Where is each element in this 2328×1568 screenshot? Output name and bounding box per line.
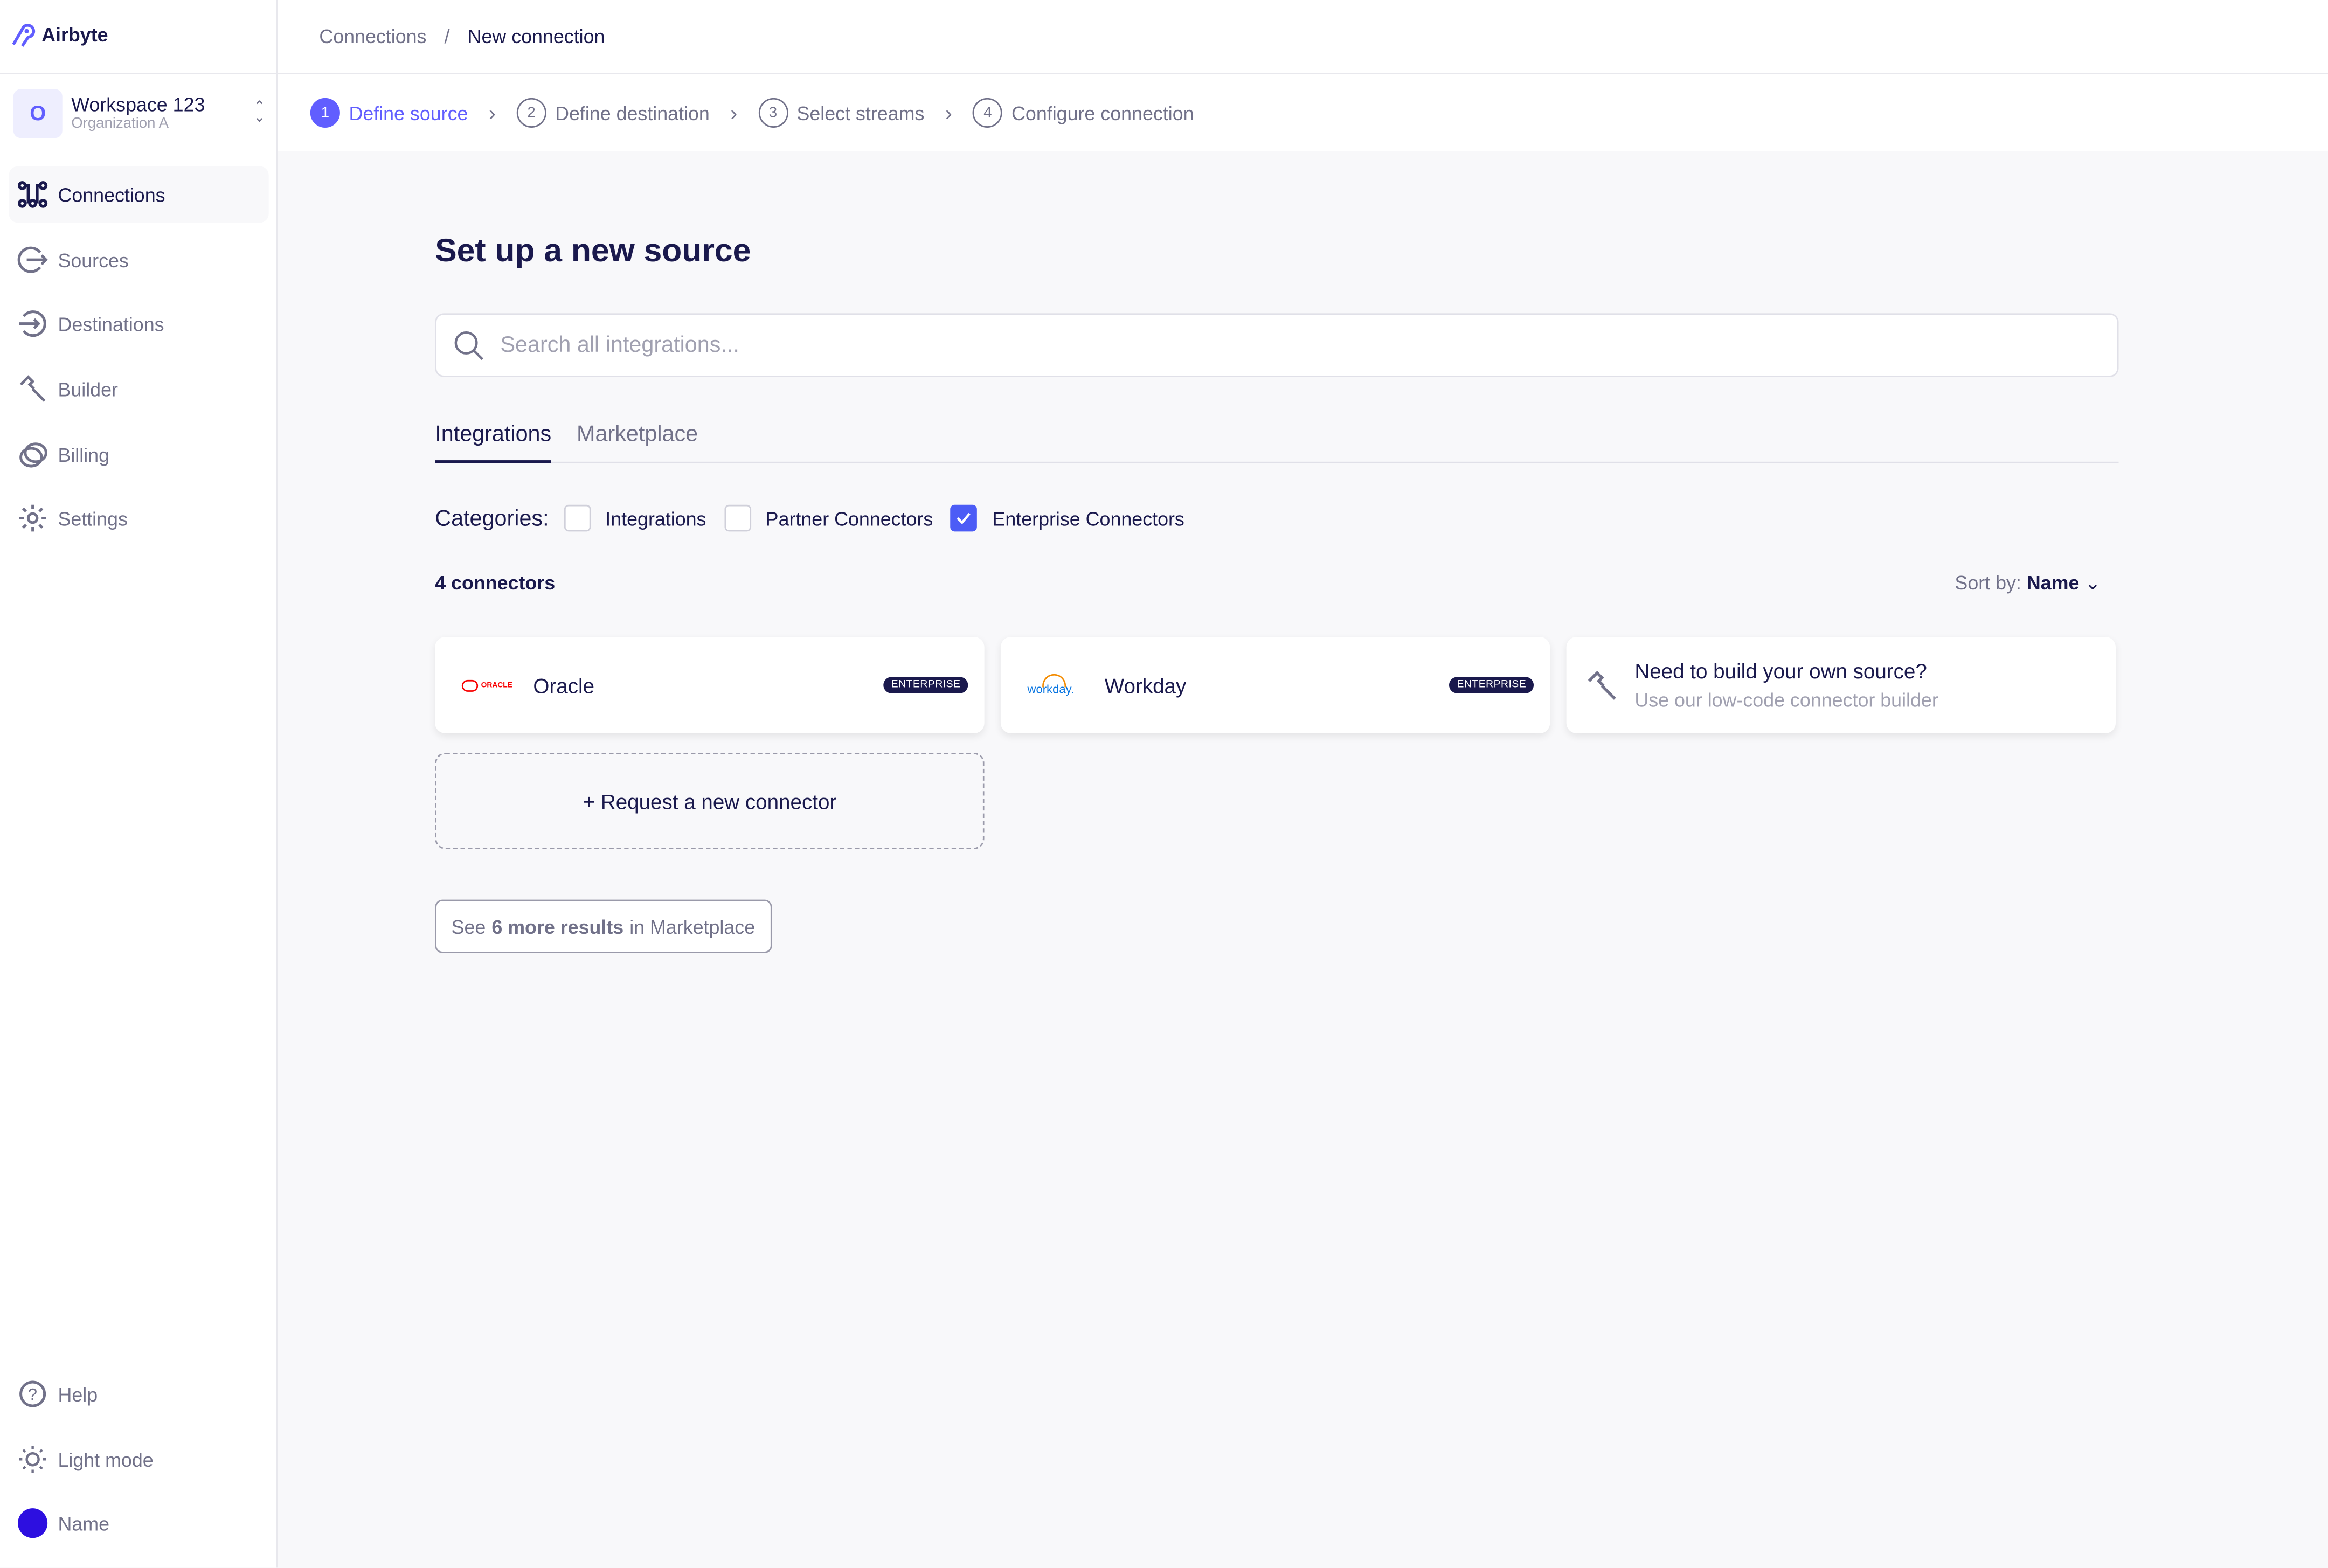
sun-icon: [19, 1446, 46, 1473]
wrench-icon: [1588, 670, 1616, 699]
nav-label: Sources: [58, 248, 129, 271]
workday-logo: workday.: [1028, 674, 1084, 696]
step-number: 4: [973, 98, 1003, 128]
sidebar-item-connections[interactable]: Connections: [9, 166, 269, 223]
search-icon: [454, 330, 483, 359]
organization-name: Organization A: [71, 115, 169, 133]
help-icon: ?: [19, 1380, 46, 1407]
divider: [0, 72, 276, 74]
nav-label: Destinations: [58, 312, 164, 335]
step-define-destination: 2 Define destination: [516, 98, 710, 128]
builder-card-subtitle: Use our low-code connector builder: [1634, 689, 1938, 711]
enterprise-badge: ENTERPRISE: [1449, 677, 1534, 693]
marketplace-results-button[interactable]: See 6 more results in Marketplace: [435, 899, 772, 953]
nav-label: Help: [58, 1383, 98, 1405]
enterprise-badge: ENTERPRISE: [884, 677, 968, 693]
sort-dropdown[interactable]: Sort by: Name ⌄: [1955, 572, 2101, 595]
connector-name: Oracle: [533, 673, 595, 697]
nav-label: Name: [58, 1512, 110, 1535]
sidebar-item-billing[interactable]: Billing: [9, 426, 269, 483]
workspace-selector[interactable]: O Workspace 123 Organization A ⌃ ⌄: [13, 86, 266, 140]
checkbox-integrations[interactable]: [564, 504, 591, 532]
workspace-name: Workspace 123: [71, 93, 205, 116]
step-label: Select streams: [796, 101, 925, 124]
search-box[interactable]: [435, 313, 2119, 377]
breadcrumb-separator: /: [444, 25, 450, 48]
tab-integrations[interactable]: Integrations: [435, 413, 552, 463]
chevron-down-icon: ⌄: [2084, 571, 2101, 594]
step-number: 3: [758, 98, 788, 128]
avatar: [18, 1508, 48, 1538]
sort-value: Name: [2026, 571, 2080, 594]
logo-text: Airbyte: [41, 23, 108, 46]
user-menu[interactable]: Name: [9, 1495, 269, 1551]
more-count: 6 more results: [491, 915, 624, 938]
page-title: Set up a new source: [435, 231, 751, 269]
sources-icon: [17, 246, 48, 273]
sidebar-item-destinations[interactable]: Destinations: [9, 295, 269, 352]
airbyte-logo-icon: [12, 24, 36, 47]
tab-marketplace[interactable]: Marketplace: [577, 421, 698, 447]
step-label: Define destination: [555, 101, 710, 124]
nav-label: Builder: [58, 378, 118, 400]
workspace-avatar: O: [13, 88, 63, 137]
step-label: Configure connection: [1011, 101, 1194, 124]
breadcrumb: Connections / New connection: [278, 0, 2328, 74]
sidebar-item-builder[interactable]: Builder: [9, 360, 269, 417]
stepper: 1 Define source › 2 Define destination › 3…: [278, 74, 2328, 152]
more-post: in Marketplace: [629, 915, 756, 938]
step-define-source: 1 Define source: [310, 98, 468, 128]
chevron-up-down-icon: ⌃ ⌄: [253, 99, 266, 127]
categories-label: Categories:: [435, 505, 549, 531]
connector-card-workday[interactable]: workday. Workday ENTERPRISE: [1000, 636, 1550, 734]
step-select-streams: 3 Select streams: [758, 98, 925, 128]
checkbox-label: Integrations: [605, 507, 706, 530]
chevron-right-icon: ›: [945, 101, 952, 125]
destinations-icon: [19, 310, 46, 337]
sidebar-item-sources[interactable]: Sources: [9, 232, 269, 288]
checkbox-enterprise-connectors[interactable]: [951, 504, 978, 532]
step-number: 2: [516, 98, 546, 128]
search-input[interactable]: [497, 331, 2117, 359]
connector-count: 4 connectors: [435, 571, 556, 594]
builder-card[interactable]: Need to build your own source? Use our lo…: [1566, 636, 2116, 734]
chevron-right-icon: ›: [730, 101, 738, 125]
check-icon: [957, 512, 971, 525]
step-label: Define source: [349, 101, 468, 124]
sidebar-item-settings[interactable]: Settings: [9, 490, 269, 546]
checkbox-partner-connectors[interactable]: [724, 504, 751, 532]
gear-icon: [19, 504, 46, 532]
connections-icon: [18, 181, 48, 208]
category-filters: Categories: Integrations Partner Connect…: [435, 504, 1202, 532]
checkbox-label: Partner Connectors: [765, 507, 933, 530]
airbyte-logo[interactable]: Airbyte: [9, 21, 108, 48]
oracle-logo: ORACLE: [461, 679, 512, 691]
breadcrumb-current: New connection: [467, 25, 605, 48]
sidebar: Airbyte O Workspace 123 Organization A ⌃ ⌄…: [0, 0, 278, 1568]
nav-label: Settings: [58, 507, 128, 530]
wrench-icon: [19, 375, 46, 402]
theme-toggle[interactable]: Light mode: [9, 1431, 269, 1488]
breadcrumb-connections[interactable]: Connections: [319, 25, 427, 48]
help-button[interactable]: ? Help: [9, 1366, 269, 1423]
svg-text:?: ?: [28, 1386, 37, 1404]
billing-icon: [19, 442, 47, 468]
more-pre: See: [451, 915, 486, 938]
sort-label: Sort by:: [1955, 571, 2021, 594]
connector-name: Workday: [1104, 673, 1187, 697]
tabs: Integrations Marketplace: [435, 413, 2119, 463]
request-connector-button[interactable]: + Request a new connector: [435, 752, 985, 849]
nav-label: Connections: [58, 183, 165, 206]
checkbox-label: Enterprise Connectors: [992, 507, 1184, 530]
nav-label: Billing: [58, 443, 110, 466]
connector-card-oracle[interactable]: ORACLE Oracle ENTERPRISE: [435, 636, 985, 734]
step-number: 1: [310, 98, 340, 128]
nav-label: Light mode: [58, 1448, 154, 1470]
step-configure-connection: 4 Configure connection: [973, 98, 1194, 128]
chevron-right-icon: ›: [489, 101, 496, 125]
builder-card-title: Need to build your own source?: [1634, 659, 1927, 683]
